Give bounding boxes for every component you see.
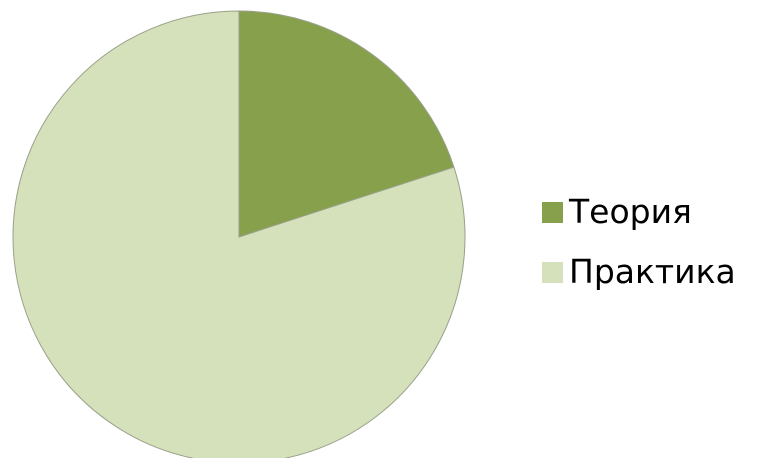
legend-label: Практика — [569, 252, 736, 291]
legend-label: Теория — [569, 192, 692, 231]
legend-item-practice: Практика — [542, 250, 736, 294]
legend-item-theory: Теория — [542, 190, 736, 234]
legend-swatch — [542, 261, 563, 283]
pie-slice-theory — [238, 10, 455, 238]
legend-swatch — [542, 201, 563, 223]
pie-slice-practice — [12, 10, 466, 458]
chart-legend: Теория Практика — [542, 190, 736, 310]
